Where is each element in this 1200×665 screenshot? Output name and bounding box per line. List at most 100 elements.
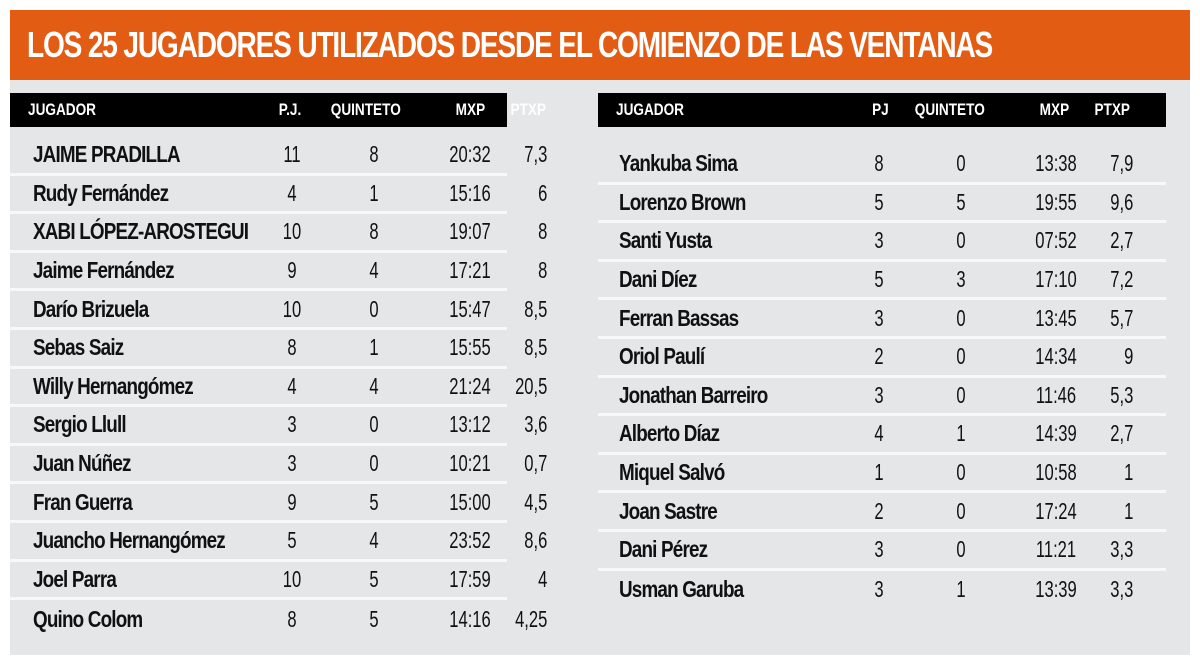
minutes-per-game: 20:32 bbox=[449, 141, 491, 168]
table-row: JAIME PRADILLA 11 8 20:32 7,3 bbox=[10, 137, 547, 176]
starts: 0 bbox=[956, 304, 966, 331]
table-row: Miquel Salvó 1 0 10:58 1 bbox=[598, 455, 1166, 494]
table-row: Lorenzo Brown 5 5 19:55 9,6 bbox=[598, 185, 1166, 224]
table-body: Yankuba Sima 8 0 13:38 7,9 Lorenzo Brown 5 5 19… bbox=[598, 146, 1166, 609]
table-row: Dani Pérez 3 0 11:21 3,3 bbox=[598, 532, 1166, 571]
header-points: PTXP bbox=[1094, 100, 1130, 119]
starts: 0 bbox=[956, 227, 966, 254]
player-name: Jonathan Barreiro bbox=[619, 381, 768, 408]
points-per-game: 9 bbox=[1124, 343, 1134, 370]
starts: 0 bbox=[956, 150, 966, 177]
starts: 1 bbox=[369, 334, 379, 361]
player-name: Yankuba Sima bbox=[619, 150, 738, 177]
games-played: 3 bbox=[874, 304, 884, 331]
player-name: JAIME PRADILLA bbox=[33, 141, 181, 168]
player-name: Juancho Hernangómez bbox=[33, 527, 226, 554]
points-per-game: 1 bbox=[1124, 459, 1134, 486]
points-per-game: 3,6 bbox=[524, 411, 548, 438]
minutes-per-game: 07:52 bbox=[1035, 227, 1077, 254]
minutes-per-game: 17:21 bbox=[449, 257, 491, 284]
minutes-per-game: 15:55 bbox=[449, 334, 491, 361]
games-played: 2 bbox=[874, 497, 884, 524]
player-name: Joan Sastre bbox=[619, 497, 718, 524]
points-per-game: 7,2 bbox=[1110, 266, 1134, 293]
points-per-game: 5,3 bbox=[1110, 381, 1134, 408]
games-played: 10 bbox=[282, 218, 302, 245]
points-per-game: 9,6 bbox=[1110, 188, 1134, 215]
players-table-right: JUGADOR PJ QUINTETO MXP PTXP Yankuba Sim… bbox=[598, 93, 1166, 609]
starts: 0 bbox=[369, 411, 379, 438]
games-played: 4 bbox=[287, 179, 297, 206]
header-games: PJ bbox=[872, 100, 889, 119]
player-name: Joel Parra bbox=[33, 565, 117, 592]
games-played: 1 bbox=[874, 459, 884, 486]
header-starts: QUINTETO bbox=[330, 100, 401, 119]
table-row: Yankuba Sima 8 0 13:38 7,9 bbox=[598, 146, 1166, 185]
points-per-game: 8,5 bbox=[524, 334, 548, 361]
points-per-game: 0,7 bbox=[524, 450, 548, 477]
player-name: Oriol Paulí bbox=[619, 343, 705, 370]
table-row: Quino Colom 8 5 14:16 4,25 bbox=[10, 600, 547, 639]
table-row: Usman Garuba 3 1 13:39 3,3 bbox=[598, 571, 1166, 610]
points-per-game: 3,3 bbox=[1110, 576, 1134, 603]
points-per-game: 1 bbox=[1124, 497, 1134, 524]
minutes-per-game: 15:00 bbox=[449, 488, 491, 515]
points-per-game: 5,7 bbox=[1110, 304, 1134, 331]
minutes-per-game: 17:10 bbox=[1035, 266, 1077, 293]
starts: 0 bbox=[956, 536, 966, 563]
games-played: 5 bbox=[287, 527, 297, 554]
minutes-per-game: 14:39 bbox=[1035, 420, 1077, 447]
minutes-per-game: 10:21 bbox=[449, 450, 491, 477]
table-row: Jaime Fernández 9 4 17:21 8 bbox=[10, 253, 547, 292]
minutes-per-game: 13:38 bbox=[1035, 150, 1077, 177]
header-player: JUGADOR bbox=[616, 100, 685, 119]
table-row: Alberto Díaz 4 1 14:39 2,7 bbox=[598, 416, 1166, 455]
starts: 1 bbox=[956, 576, 966, 603]
games-played: 9 bbox=[287, 257, 297, 284]
games-played: 8 bbox=[287, 605, 297, 632]
minutes-per-game: 11:46 bbox=[1035, 381, 1077, 408]
games-played: 10 bbox=[282, 565, 302, 592]
minutes-per-game: 10:58 bbox=[1035, 459, 1077, 486]
table-row: Darío Brizuela 10 0 15:47 8,5 bbox=[10, 291, 547, 330]
starts: 4 bbox=[369, 257, 379, 284]
points-per-game: 4,5 bbox=[524, 488, 548, 515]
player-name: Lorenzo Brown bbox=[619, 188, 746, 215]
player-name: Santi Yusta bbox=[619, 227, 712, 254]
points-per-game: 8 bbox=[538, 218, 548, 245]
header-player: JUGADOR bbox=[28, 100, 97, 119]
points-per-game: 2,7 bbox=[1110, 227, 1134, 254]
games-played: 11 bbox=[283, 141, 301, 168]
header-minutes: MXP bbox=[455, 100, 486, 119]
games-played: 10 bbox=[282, 295, 302, 322]
header-minutes: MXP bbox=[1039, 100, 1070, 119]
table-row: Jonathan Barreiro 3 0 11:46 5,3 bbox=[598, 378, 1166, 417]
starts: 5 bbox=[369, 565, 379, 592]
points-per-game: 20,5 bbox=[515, 372, 548, 399]
player-name: Fran Guerra bbox=[33, 488, 133, 515]
players-table-left: JUGADOR P.J. QUINTETO MXP PTXP JAIME PRA… bbox=[10, 93, 547, 639]
player-name: Willy Hernangómez bbox=[33, 372, 194, 399]
games-played: 4 bbox=[287, 372, 297, 399]
games-played: 3 bbox=[287, 450, 297, 477]
table-row: Sergio Llull 3 0 13:12 3,6 bbox=[10, 407, 547, 446]
starts: 1 bbox=[956, 420, 966, 447]
player-name: Juan Núñez bbox=[33, 450, 131, 477]
points-per-game: 8 bbox=[538, 257, 548, 284]
minutes-per-game: 13:12 bbox=[449, 411, 491, 438]
starts: 3 bbox=[956, 266, 966, 293]
points-per-game: 6 bbox=[538, 179, 548, 206]
points-per-game: 7,9 bbox=[1110, 150, 1134, 177]
games-played: 8 bbox=[874, 150, 884, 177]
starts: 0 bbox=[956, 459, 966, 486]
starts: 5 bbox=[956, 188, 966, 215]
starts: 0 bbox=[956, 343, 966, 370]
games-played: 4 bbox=[874, 420, 884, 447]
points-per-game: 3,3 bbox=[1110, 536, 1134, 563]
games-played: 2 bbox=[874, 343, 884, 370]
starts: 0 bbox=[369, 450, 379, 477]
player-name: Ferran Bassas bbox=[619, 304, 739, 331]
table-row: Santi Yusta 3 0 07:52 2,7 bbox=[598, 223, 1166, 262]
points-per-game: 8,5 bbox=[524, 295, 548, 322]
table-row: Willy Hernangómez 4 4 21:24 20,5 bbox=[10, 369, 547, 408]
